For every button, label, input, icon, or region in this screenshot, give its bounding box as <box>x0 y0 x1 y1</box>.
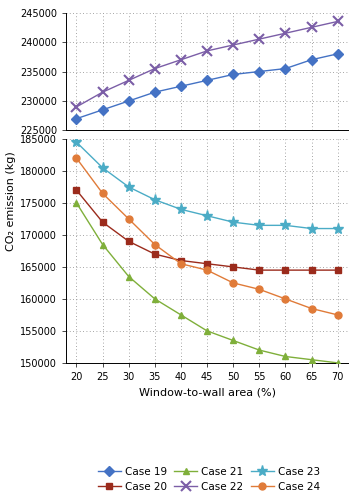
Case 24 <box>179 261 183 267</box>
Case 24 <box>74 155 79 161</box>
Case 23 <box>100 165 105 171</box>
Case 24 <box>100 191 105 197</box>
Legend: Case 19, Case 20, Case 21, Case 22, Case 23, Case 24: Case 19, Case 20, Case 21, Case 22, Case… <box>94 463 324 496</box>
Case 19 <box>127 98 131 104</box>
Case 23 <box>179 206 183 212</box>
Case 20 <box>283 267 287 273</box>
Case 21 <box>336 360 340 366</box>
Case 24 <box>283 296 287 302</box>
Case 20 <box>127 238 131 244</box>
Case 21 <box>257 347 261 353</box>
Case 21 <box>310 357 314 363</box>
Case 22 <box>310 24 314 30</box>
Case 22 <box>127 77 131 83</box>
Case 21 <box>100 241 105 247</box>
Case 24 <box>153 241 157 247</box>
Line: Case 22: Case 22 <box>72 17 342 112</box>
Case 24 <box>127 216 131 222</box>
Case 24 <box>310 305 314 311</box>
Case 22 <box>74 104 79 110</box>
X-axis label: Window-to-wall area (%): Window-to-wall area (%) <box>139 388 276 398</box>
Case 19 <box>74 115 79 121</box>
Case 23 <box>257 222 261 228</box>
Case 19 <box>205 77 209 83</box>
Case 19 <box>310 57 314 63</box>
Case 23 <box>127 184 131 190</box>
Case 21 <box>283 353 287 359</box>
Case 22 <box>336 19 340 25</box>
Case 21 <box>205 328 209 334</box>
Text: CO₂ emission (kg): CO₂ emission (kg) <box>6 152 16 251</box>
Case 20 <box>336 267 340 273</box>
Case 23 <box>310 225 314 231</box>
Case 19 <box>100 107 105 113</box>
Case 20 <box>231 264 235 270</box>
Case 22 <box>153 66 157 72</box>
Case 22 <box>257 36 261 42</box>
Case 19 <box>179 83 183 89</box>
Line: Case 20: Case 20 <box>73 186 341 274</box>
Case 22 <box>283 30 287 36</box>
Case 24 <box>205 267 209 273</box>
Case 20 <box>310 267 314 273</box>
Case 21 <box>179 312 183 318</box>
Case 23 <box>153 197 157 203</box>
Case 20 <box>257 267 261 273</box>
Case 21 <box>127 274 131 280</box>
Case 22 <box>231 42 235 48</box>
Case 20 <box>100 219 105 225</box>
Case 23 <box>74 139 79 145</box>
Case 21 <box>231 338 235 344</box>
Line: Case 21: Case 21 <box>73 200 341 366</box>
Case 20 <box>153 251 157 257</box>
Case 23 <box>205 213 209 219</box>
Case 19 <box>153 89 157 95</box>
Case 20 <box>205 261 209 267</box>
Case 24 <box>336 312 340 318</box>
Case 22 <box>205 48 209 54</box>
Case 23 <box>231 219 235 225</box>
Case 23 <box>336 225 340 231</box>
Case 20 <box>179 258 183 264</box>
Case 20 <box>74 187 79 193</box>
Case 22 <box>100 89 105 95</box>
Case 24 <box>257 286 261 292</box>
Case 21 <box>153 296 157 302</box>
Line: Case 23: Case 23 <box>71 137 343 234</box>
Case 19 <box>336 51 340 57</box>
Case 19 <box>283 66 287 72</box>
Case 21 <box>74 200 79 206</box>
Case 19 <box>257 69 261 75</box>
Line: Case 19: Case 19 <box>73 50 341 122</box>
Case 23 <box>283 222 287 228</box>
Case 22 <box>179 57 183 63</box>
Case 19 <box>231 72 235 78</box>
Line: Case 24: Case 24 <box>73 155 341 319</box>
Case 24 <box>231 280 235 286</box>
